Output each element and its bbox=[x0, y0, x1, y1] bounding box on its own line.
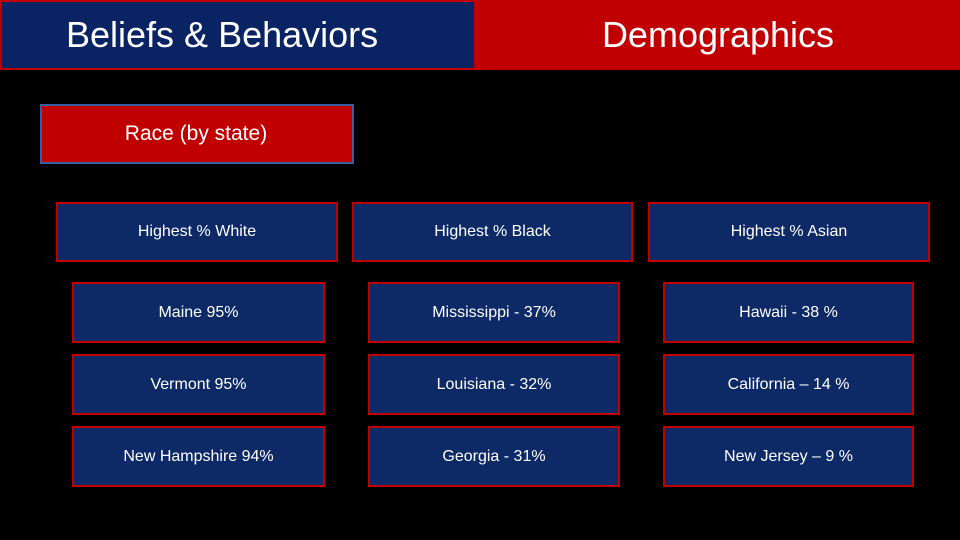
column-header-white: Highest % White bbox=[56, 202, 338, 262]
tab-demographics[interactable]: Demographics bbox=[476, 0, 960, 70]
column-header-asian: Highest % Asian bbox=[648, 202, 930, 262]
table-cell: California – 14 % bbox=[663, 354, 914, 415]
table-cell: Maine 95% bbox=[72, 282, 325, 343]
table-cell: Louisiana - 32% bbox=[368, 354, 620, 415]
tab-beliefs-behaviors[interactable]: Beliefs & Behaviors bbox=[0, 0, 476, 70]
table-cell: New Hampshire 94% bbox=[72, 426, 325, 487]
column-header-black: Highest % Black bbox=[352, 202, 633, 262]
table-cell: Hawaii - 38 % bbox=[663, 282, 914, 343]
table-cell: New Jersey – 9 % bbox=[663, 426, 914, 487]
table-cell: Mississippi - 37% bbox=[368, 282, 620, 343]
table-cell: Georgia - 31% bbox=[368, 426, 620, 487]
section-label-race: Race (by state) bbox=[40, 104, 354, 164]
table-cell: Vermont 95% bbox=[72, 354, 325, 415]
